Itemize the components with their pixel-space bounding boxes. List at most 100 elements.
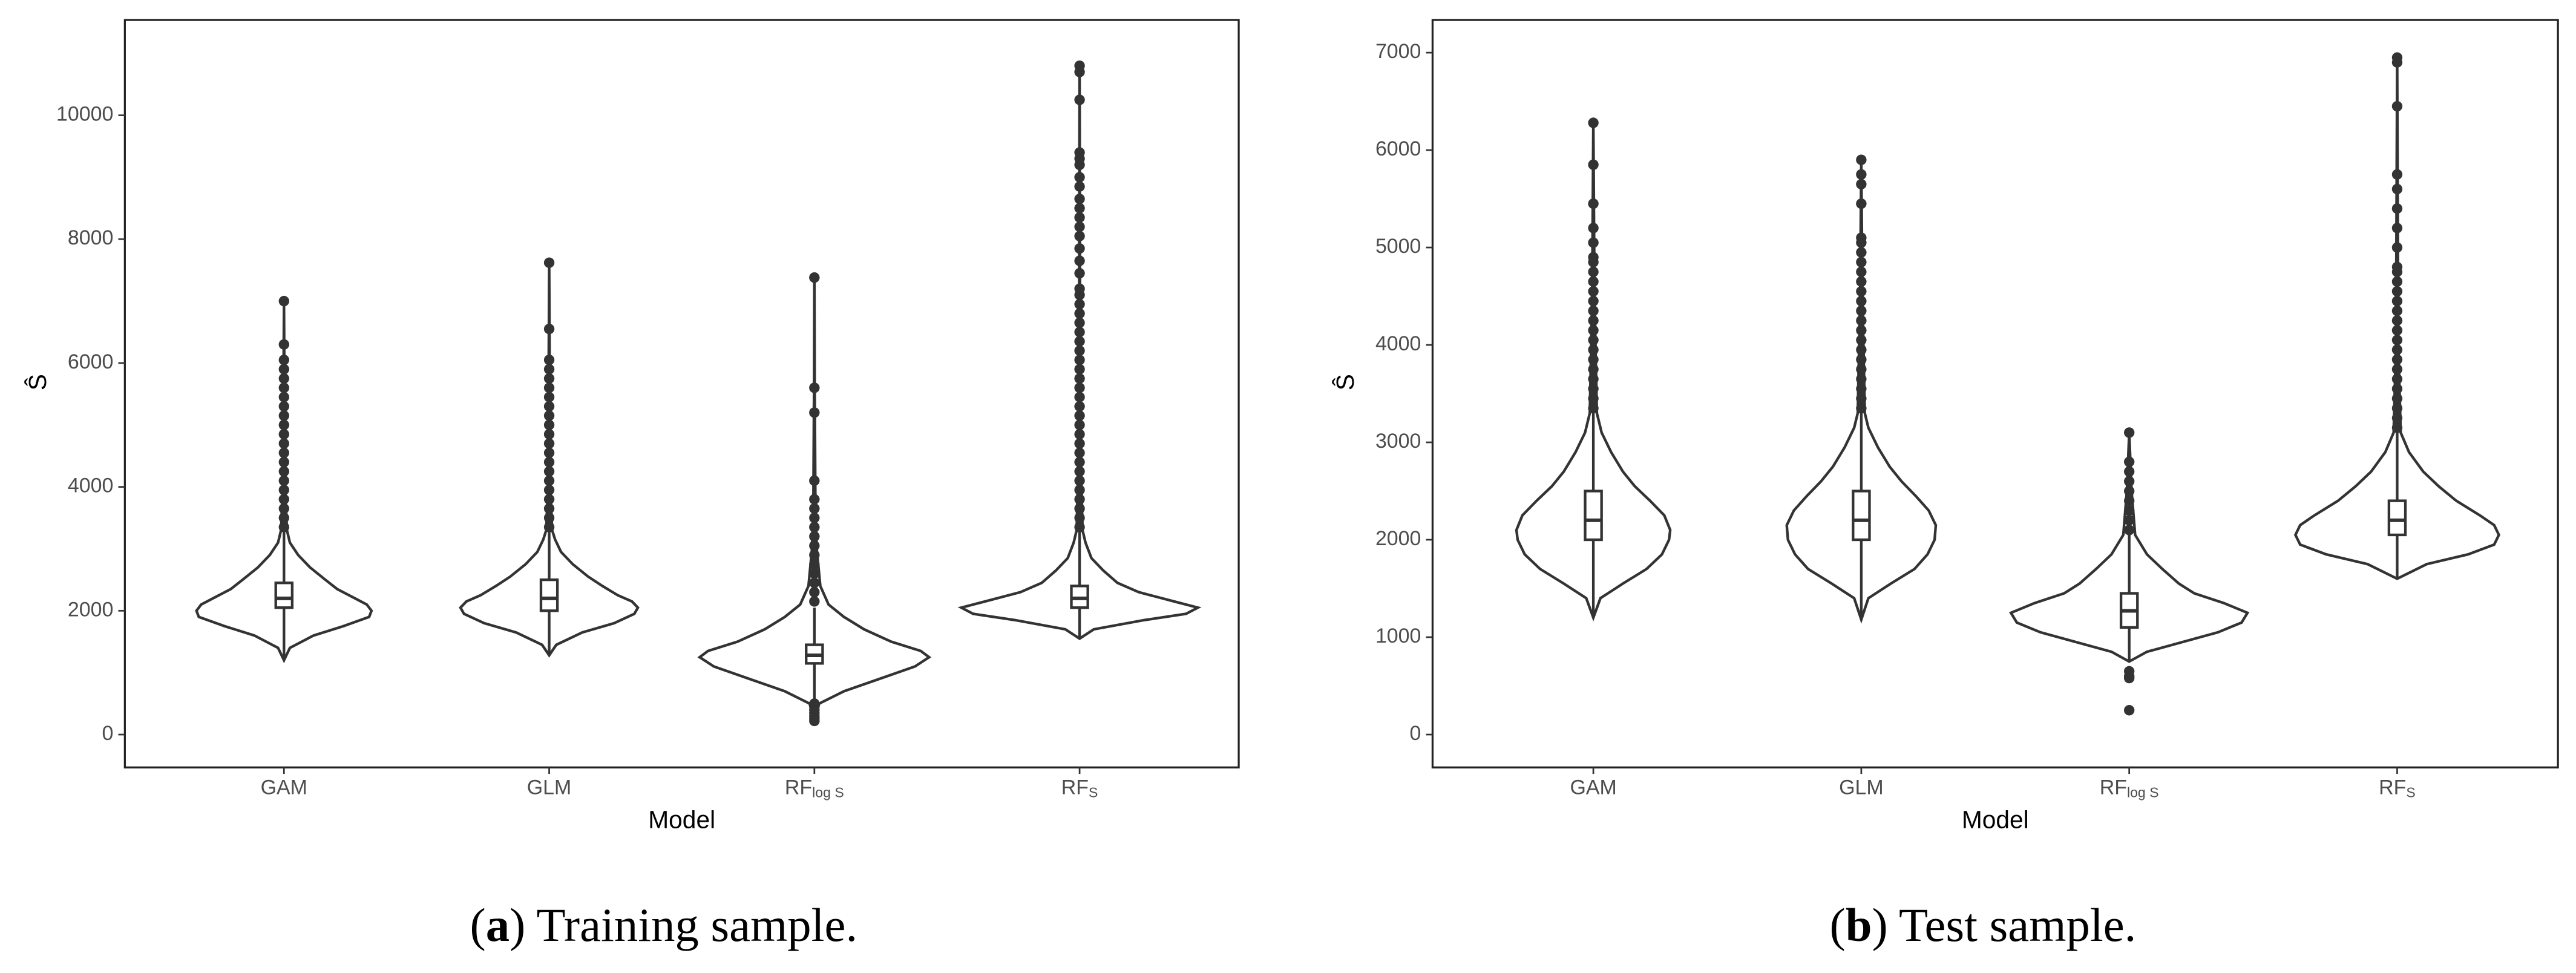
outlier [1856, 169, 1867, 180]
x-tick-label: GAM [261, 776, 307, 799]
outlier [2391, 223, 2403, 234]
y-tick-label: 2000 [1375, 527, 1421, 550]
outlier [2391, 354, 2403, 365]
outlier [2123, 456, 2135, 467]
y-tick-label: 8000 [68, 226, 113, 249]
outlier [1856, 295, 1867, 307]
outlier [809, 503, 820, 514]
outlier [278, 295, 289, 307]
box [1852, 490, 1871, 542]
outlier [2391, 422, 2403, 433]
outlier [1856, 335, 1867, 346]
outlier [2391, 344, 2403, 355]
outlier [1856, 354, 1867, 365]
category-name: RF [2379, 776, 2406, 799]
outlier [278, 401, 289, 412]
outlier [1074, 419, 1085, 430]
outlier [1074, 203, 1085, 214]
outlier [2123, 427, 2135, 438]
outlier [278, 522, 289, 532]
outlier [2123, 485, 2135, 497]
outlier [278, 485, 289, 496]
outlier [1074, 513, 1085, 523]
box [1584, 490, 1603, 542]
outlier [2391, 295, 2403, 307]
outlier [1588, 276, 1599, 287]
y-tick-label: 10000 [56, 103, 113, 126]
outlier [1856, 373, 1867, 385]
outlier [809, 577, 820, 588]
outlier [1074, 317, 1085, 329]
outlier [1074, 503, 1085, 514]
outlier [1588, 335, 1599, 346]
outlier [543, 475, 555, 486]
outlier [278, 339, 289, 350]
y-tick-label: 3000 [1375, 430, 1421, 453]
outlier [809, 513, 820, 523]
y-tick-label: 6000 [1375, 137, 1421, 160]
outlier [1588, 344, 1599, 355]
y-tick-label: 4000 [68, 474, 113, 497]
outlier [809, 596, 820, 607]
outlier [1074, 428, 1085, 440]
y-tick-label: 2000 [68, 598, 113, 621]
y-tick-label: 5000 [1375, 235, 1421, 258]
outlier [1856, 266, 1867, 277]
outlier [1074, 336, 1085, 347]
y-tick-label: 4000 [1375, 332, 1421, 355]
outlier [2391, 183, 2403, 195]
outlier [1074, 447, 1085, 459]
outlier [1588, 117, 1599, 128]
outlier [2123, 476, 2135, 487]
outlier [2391, 261, 2403, 272]
outlier [278, 364, 289, 375]
outlier [1074, 231, 1085, 241]
outlier [2391, 335, 2403, 346]
box [274, 582, 294, 609]
outlier [1856, 232, 1867, 243]
category-subscript: log S [2127, 785, 2159, 801]
outlier [1074, 475, 1085, 486]
outlier [1856, 154, 1867, 165]
outlier [1074, 255, 1085, 266]
outlier [1856, 344, 1867, 355]
outlier [2391, 383, 2403, 395]
outlier [278, 391, 289, 402]
outlier [2391, 305, 2403, 316]
outlier [278, 503, 289, 514]
outlier [1074, 172, 1085, 183]
outlier [543, 401, 555, 412]
outlier [809, 522, 820, 532]
category-name: GAM [261, 776, 307, 799]
plot-frame [123, 19, 1240, 768]
category-name: RF [785, 776, 812, 799]
box [539, 578, 559, 612]
outlier [278, 410, 289, 421]
outlier [278, 447, 289, 459]
outlier [278, 494, 289, 505]
outlier [1588, 364, 1599, 375]
outlier [1588, 266, 1599, 277]
outlier [2391, 100, 2403, 112]
outlier [809, 540, 820, 551]
x-tick-label: GLM [527, 776, 572, 799]
outlier [278, 466, 289, 477]
category-name: GAM [1570, 776, 1616, 799]
outlier [1856, 198, 1867, 209]
outlier [2391, 373, 2403, 385]
outlier [278, 438, 289, 449]
outlier [1074, 438, 1085, 449]
outlier [1856, 179, 1867, 190]
outlier [1074, 364, 1085, 375]
outlier [1074, 61, 1085, 71]
outlier [543, 457, 555, 468]
outlier [2391, 393, 2403, 404]
outlier [543, 257, 555, 268]
outlier [1856, 247, 1867, 258]
outlier [278, 513, 289, 523]
outlier [1856, 364, 1867, 375]
category-subscript: S [2406, 785, 2415, 801]
outlier [2123, 705, 2135, 716]
outlier [2123, 495, 2135, 506]
